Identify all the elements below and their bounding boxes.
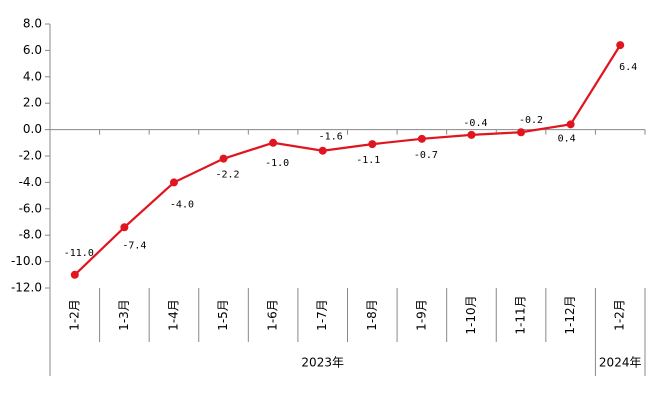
value-label: -0.4 xyxy=(463,118,487,129)
x-tick-label: 1-9月 xyxy=(414,299,428,331)
x-tick-label: 1-3月 xyxy=(117,299,131,331)
value-label: 0.4 xyxy=(558,133,576,144)
x-tick-label: 1-6月 xyxy=(266,299,280,331)
y-tick-label: 2.0 xyxy=(23,96,42,110)
y-tick-label: -2.0 xyxy=(19,149,42,163)
x-tick-label: 1-8月 xyxy=(365,299,379,331)
x-tick-label: 1-2月 xyxy=(613,299,627,331)
y-tick-label: -8.0 xyxy=(19,228,42,242)
y-tick-label: 8.0 xyxy=(23,17,42,31)
value-label: 6.4 xyxy=(619,62,637,73)
point xyxy=(467,130,476,139)
line xyxy=(74,44,622,276)
point xyxy=(517,128,526,137)
point xyxy=(616,41,625,50)
y-tick-label: 4.0 xyxy=(23,69,42,83)
y-tick-label: -12.0 xyxy=(11,281,42,295)
group-label: 2024年 xyxy=(599,356,642,370)
value-label: -1.0 xyxy=(265,158,289,169)
point xyxy=(368,140,377,149)
value-label: -0.7 xyxy=(414,150,438,161)
group-label: 2023年 xyxy=(301,356,344,370)
x-tick-label: 1-5月 xyxy=(216,299,230,331)
point xyxy=(120,223,129,232)
value-label: -4.0 xyxy=(170,199,194,210)
point xyxy=(566,120,575,129)
y-tick-label: 6.0 xyxy=(23,43,42,57)
point xyxy=(318,146,327,155)
value-label: -1.6 xyxy=(319,132,343,143)
y-tick-label: -6.0 xyxy=(19,201,42,215)
y-tick-label: 0.0 xyxy=(23,122,42,136)
point xyxy=(417,134,426,143)
value-label: -2.2 xyxy=(215,170,239,181)
point xyxy=(169,178,178,187)
value-label: -1.1 xyxy=(356,155,380,166)
point xyxy=(70,270,79,279)
value-label: -0.2 xyxy=(519,115,543,126)
x-tick-label: 1-10月 xyxy=(464,295,478,334)
point xyxy=(219,154,228,163)
x-tick-label: 1-7月 xyxy=(315,299,329,331)
y-tick-label: -4.0 xyxy=(19,175,42,189)
point xyxy=(269,138,278,147)
value-label: -11.0 xyxy=(64,248,94,259)
value-label: -7.4 xyxy=(122,240,146,251)
x-tick-label: 1-11月 xyxy=(514,295,528,334)
x-tick-label: 1-12月 xyxy=(563,295,577,334)
y-tick-label: -10.0 xyxy=(11,254,42,268)
x-tick-label: 1-4月 xyxy=(166,299,180,331)
x-tick-label: 1-2月 xyxy=(67,299,81,331)
